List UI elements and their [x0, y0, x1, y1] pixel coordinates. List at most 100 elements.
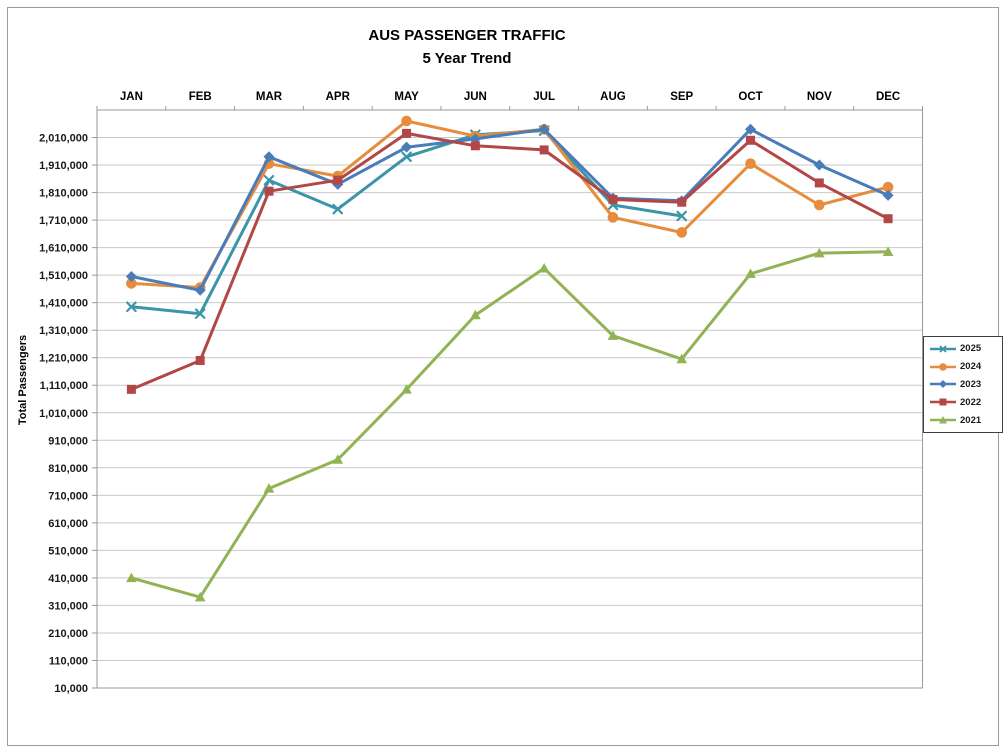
marker-2023-dec	[882, 189, 894, 201]
marker-2022-aug	[608, 194, 618, 204]
marker-2023-mar	[263, 151, 275, 163]
marker-2021-nov	[814, 247, 825, 258]
marker-2023-jan	[125, 271, 137, 283]
marker-2022-apr	[333, 175, 343, 185]
marker-2022-jul	[539, 145, 549, 155]
month-label-mar: MAR	[256, 91, 283, 103]
marker-2024-oct	[745, 158, 756, 169]
marker-2021-sep	[676, 353, 688, 364]
y-tick-label: 1,410,000	[39, 298, 88, 310]
legend-entry-2021: 2021	[929, 412, 1002, 428]
marker-2022-oct	[746, 135, 756, 145]
marker-2021-jan	[126, 572, 137, 583]
legend-marker-2022	[930, 398, 956, 406]
legend-entry-2024: 2024	[929, 359, 1002, 375]
y-tick-label: 610,000	[48, 518, 88, 530]
y-tick-label: 110,000	[49, 655, 88, 667]
month-label-jun: JUN	[464, 91, 487, 103]
y-tick-label: 310,000	[48, 600, 88, 612]
marker-2023-feb	[194, 284, 206, 296]
marker-2021-dec	[882, 246, 894, 256]
marker-2021-apr	[332, 454, 344, 464]
y-tick-label: 1,010,000	[39, 408, 88, 420]
legend-label-2023: 2023	[960, 378, 982, 390]
y-tick-label: 210,000	[48, 628, 88, 640]
month-label-sep: SEP	[670, 91, 693, 103]
legend-marker-2024	[930, 362, 956, 371]
month-label-may: MAY	[394, 91, 419, 103]
marker-2021-feb	[194, 591, 206, 602]
marker-2024-sep	[676, 227, 688, 238]
month-label-oct: OCT	[738, 91, 762, 103]
month-label-aug: AUG	[600, 91, 626, 103]
y-tick-label: 1,510,000	[39, 270, 88, 282]
marker-2022-dec	[883, 214, 893, 224]
marker-2021-may	[401, 384, 412, 394]
legend-label-2025: 2025	[960, 343, 982, 355]
month-label-nov: NOV	[807, 91, 832, 103]
chart-legend: 2025 2024 2023 2022 2021	[923, 336, 1003, 433]
chart-title-line1: AUS PASSENGER TRAFFIC	[368, 27, 566, 44]
month-label-apr: APR	[326, 91, 351, 103]
month-label-jan: JAN	[120, 91, 143, 103]
marker-2022-jan	[126, 384, 136, 394]
legend-marker-2021	[930, 416, 956, 424]
y-tick-label: 810,000	[48, 463, 88, 475]
y-tick-label: 10,000	[54, 683, 88, 695]
marker-2024-aug	[607, 212, 619, 223]
y-tick-label: 1,110,000	[40, 380, 88, 392]
y-tick-label: 710,000	[48, 490, 88, 502]
series-line-2023	[129, 127, 890, 292]
marker-2022-jun	[470, 141, 480, 151]
marker-2025-mar	[263, 174, 275, 186]
y-tick-label: 1,210,000	[39, 353, 88, 365]
marker-2022-mar	[264, 186, 274, 196]
month-label-jul: JUL	[533, 91, 555, 103]
chart-title: AUS PASSENGER TRAFFIC 5 Year Trend	[0, 24, 934, 70]
marker-2023-may	[401, 141, 413, 153]
marker-2021-oct	[745, 268, 756, 278]
marker-2025-jan	[126, 301, 137, 313]
marker-2024-dec	[882, 181, 894, 193]
marker-2025-may	[401, 151, 412, 163]
marker-2021-jun	[470, 309, 481, 320]
marker-2023-nov	[813, 159, 825, 171]
series-line-2022	[129, 131, 890, 391]
y-axis-title: Total Passengers	[17, 335, 29, 425]
marker-2022-feb	[195, 355, 205, 365]
legend-label-2022: 2022	[960, 396, 982, 408]
y-tick-label: 2,010,000	[39, 133, 88, 145]
marker-2024-nov	[814, 199, 825, 211]
marker-2022-sep	[677, 197, 687, 207]
legend-entry-2023: 2023	[929, 376, 1002, 392]
marker-2023-jul	[538, 123, 550, 135]
legend-label-2021: 2021	[960, 414, 982, 426]
legend-label-2024: 2024	[960, 361, 982, 373]
marker-2021-mar	[263, 483, 275, 493]
y-tick-label: 1,610,000	[39, 243, 88, 255]
y-tick-label: 510,000	[48, 545, 88, 557]
legend-marker-2025	[930, 345, 956, 353]
y-tick-label: 1,710,000	[39, 215, 88, 227]
marker-2025-sep	[676, 210, 688, 222]
marker-2024-jan	[126, 278, 137, 289]
series-line-2021	[129, 250, 890, 599]
marker-2025-apr	[332, 203, 344, 215]
marker-2022-nov	[814, 178, 824, 188]
marker-2024-may	[401, 115, 412, 127]
y-tick-label: 1,810,000	[39, 188, 88, 200]
legend-entry-2025: 2025	[929, 341, 1002, 357]
y-tick-label: 1,310,000	[39, 325, 88, 337]
marker-2022-may	[402, 128, 412, 138]
plot-frame	[96, 109, 923, 689]
legend-entry-2022: 2022	[929, 394, 1002, 410]
month-label-feb: FEB	[189, 91, 212, 103]
y-tick-label: 910,000	[48, 435, 88, 447]
y-tick-label: 1,910,000	[39, 160, 88, 172]
y-tick-label: 410,000	[48, 573, 88, 585]
month-label-dec: DEC	[876, 91, 900, 103]
legend-marker-2023	[930, 380, 956, 389]
marker-2025-feb	[194, 308, 206, 319]
